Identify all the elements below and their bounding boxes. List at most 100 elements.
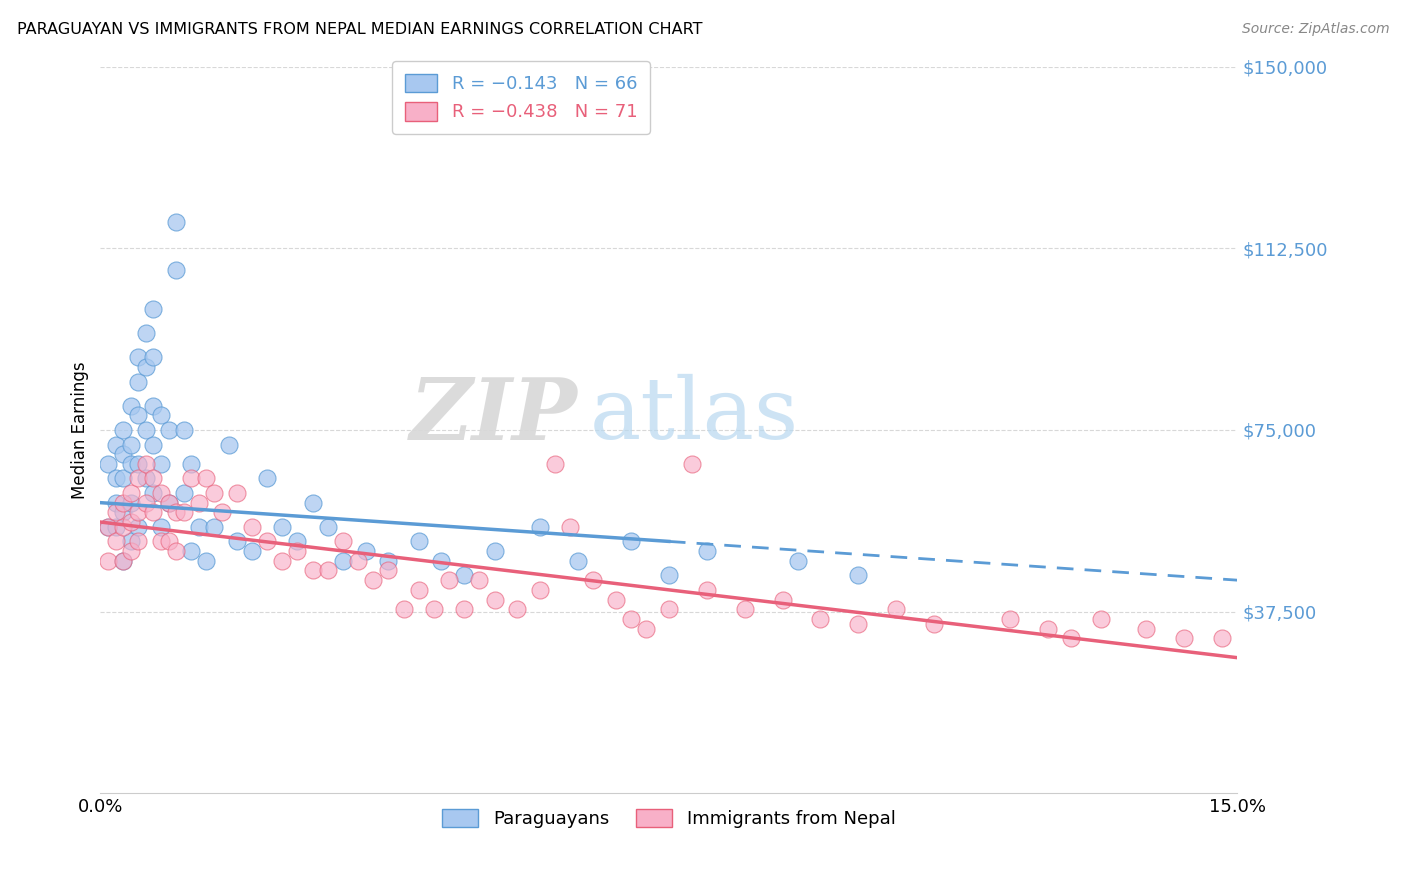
- Point: [104, 520, 127, 534]
- Point: [225, 486, 247, 500]
- Point: [620, 534, 643, 549]
- Point: [173, 505, 195, 519]
- Point: [97, 554, 120, 568]
- Y-axis label: Median Earnings: Median Earnings: [72, 361, 89, 499]
- Point: [582, 573, 605, 587]
- Point: [120, 496, 142, 510]
- Point: [202, 486, 225, 500]
- Point: [127, 457, 149, 471]
- Point: [104, 534, 127, 549]
- Point: [225, 534, 247, 549]
- Point: [112, 423, 135, 437]
- Point: [658, 568, 681, 582]
- Point: [187, 496, 209, 510]
- Point: [658, 602, 681, 616]
- Point: [377, 564, 399, 578]
- Text: Source: ZipAtlas.com: Source: ZipAtlas.com: [1241, 22, 1389, 37]
- Point: [112, 471, 135, 485]
- Point: [316, 520, 339, 534]
- Point: [104, 437, 127, 451]
- Point: [453, 568, 475, 582]
- Point: [97, 457, 120, 471]
- Point: [332, 554, 354, 568]
- Point: [142, 505, 165, 519]
- Point: [112, 505, 135, 519]
- Point: [846, 616, 869, 631]
- Point: [150, 457, 173, 471]
- Point: [256, 534, 278, 549]
- Point: [316, 564, 339, 578]
- Point: [544, 457, 567, 471]
- Point: [165, 505, 187, 519]
- Text: atlas: atlas: [589, 374, 799, 457]
- Point: [135, 423, 157, 437]
- Point: [772, 592, 794, 607]
- Point: [529, 520, 551, 534]
- Point: [135, 496, 157, 510]
- Point: [165, 544, 187, 558]
- Point: [408, 534, 430, 549]
- Point: [127, 471, 149, 485]
- Point: [112, 554, 135, 568]
- Point: [361, 573, 384, 587]
- Point: [120, 399, 142, 413]
- Point: [636, 622, 658, 636]
- Point: [97, 520, 120, 534]
- Point: [734, 602, 756, 616]
- Point: [142, 437, 165, 451]
- Point: [157, 496, 180, 510]
- Point: [256, 471, 278, 485]
- Point: [195, 554, 218, 568]
- Point: [120, 534, 142, 549]
- Point: [142, 399, 165, 413]
- Point: [271, 554, 294, 568]
- Point: [135, 359, 157, 374]
- Text: ZIP: ZIP: [411, 374, 578, 458]
- Point: [142, 351, 165, 365]
- Point: [180, 544, 202, 558]
- Point: [157, 423, 180, 437]
- Point: [681, 457, 703, 471]
- Point: [218, 437, 240, 451]
- Point: [104, 496, 127, 510]
- Point: [408, 582, 430, 597]
- Point: [150, 520, 173, 534]
- Point: [846, 568, 869, 582]
- Point: [112, 520, 135, 534]
- Point: [135, 326, 157, 340]
- Point: [1059, 632, 1081, 646]
- Point: [620, 612, 643, 626]
- Point: [301, 496, 323, 510]
- Point: [347, 554, 370, 568]
- Point: [120, 457, 142, 471]
- Point: [287, 544, 309, 558]
- Point: [529, 582, 551, 597]
- Point: [97, 520, 120, 534]
- Point: [430, 554, 453, 568]
- Point: [1090, 612, 1112, 626]
- Point: [484, 592, 506, 607]
- Point: [165, 214, 187, 228]
- Point: [173, 423, 195, 437]
- Point: [135, 457, 157, 471]
- Point: [484, 544, 506, 558]
- Point: [112, 554, 135, 568]
- Point: [120, 437, 142, 451]
- Point: [150, 534, 173, 549]
- Point: [1036, 622, 1059, 636]
- Point: [112, 447, 135, 461]
- Point: [560, 520, 582, 534]
- Point: [127, 534, 149, 549]
- Point: [605, 592, 627, 607]
- Point: [437, 573, 460, 587]
- Point: [104, 471, 127, 485]
- Point: [135, 471, 157, 485]
- Point: [165, 263, 187, 277]
- Point: [127, 520, 149, 534]
- Point: [998, 612, 1021, 626]
- Point: [468, 573, 491, 587]
- Point: [120, 544, 142, 558]
- Point: [287, 534, 309, 549]
- Point: [696, 544, 718, 558]
- Point: [142, 471, 165, 485]
